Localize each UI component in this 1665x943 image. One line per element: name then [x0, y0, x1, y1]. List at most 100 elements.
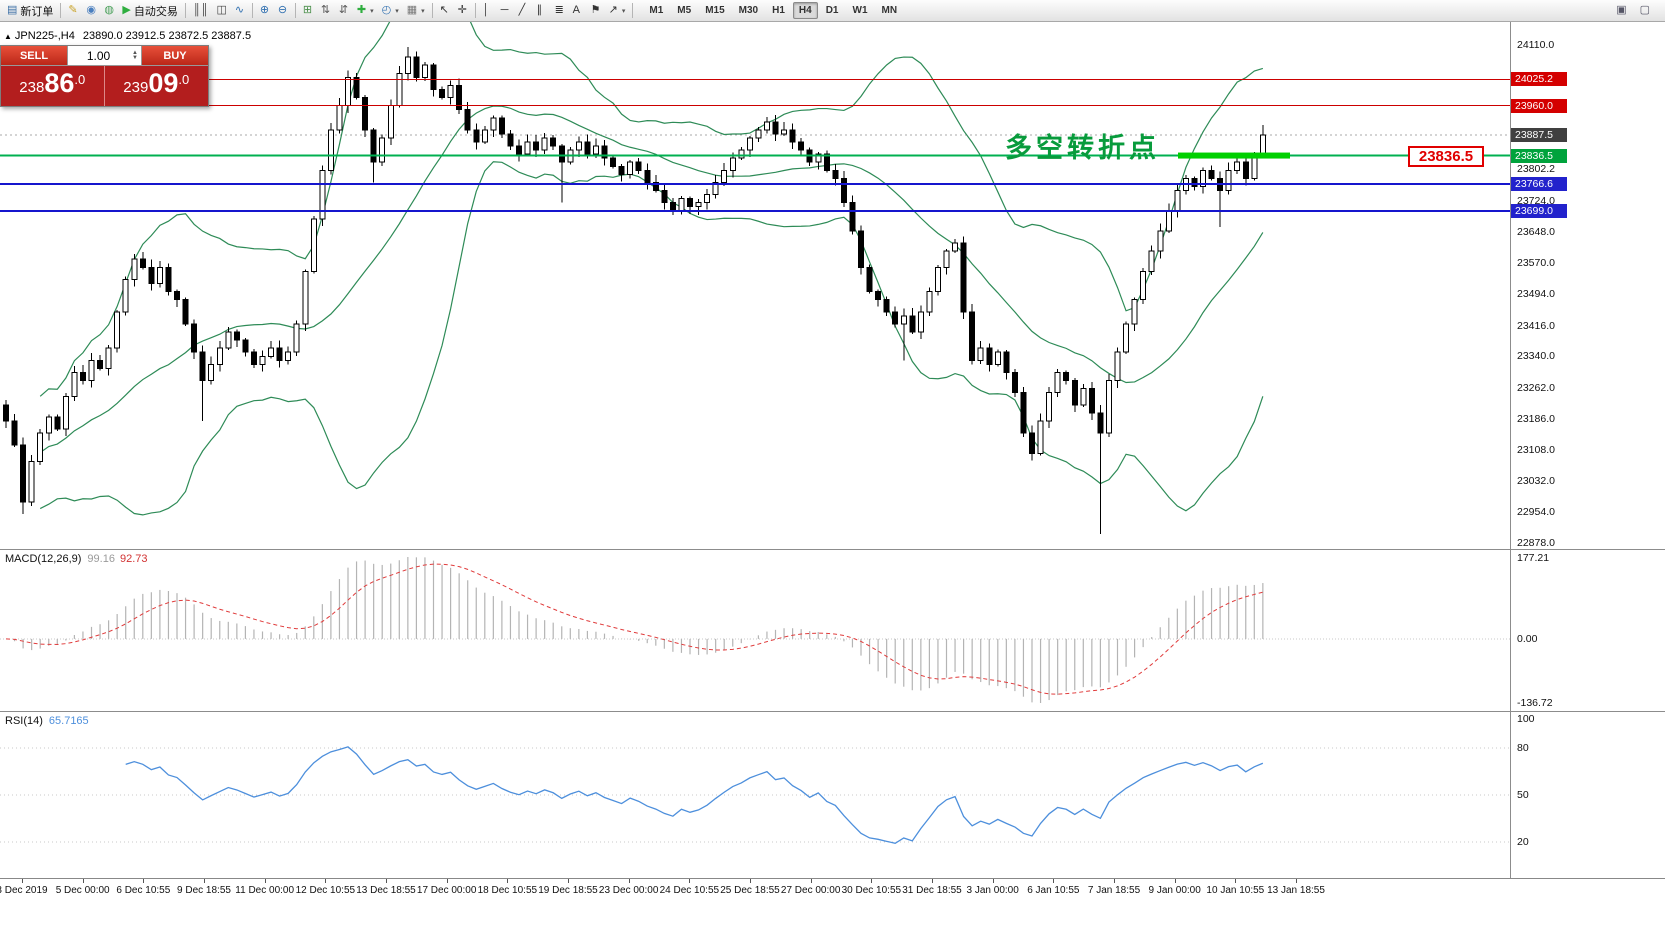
time-axis-label: 13 Jan 18:55: [1267, 885, 1325, 896]
toolbar-separator: [431, 3, 433, 18]
bar-chart-icon: ║║: [192, 4, 209, 16]
macd-axis: 177.21 0.00 -136.72: [1510, 551, 1665, 711]
line-chart-button[interactable]: ∿: [231, 2, 249, 20]
arrange-up-button[interactable]: ⇅: [317, 2, 335, 20]
time-axis-label: 19 Dec 18:55: [538, 885, 598, 896]
timeframe-m30-button[interactable]: M30: [738, 5, 759, 16]
price-axis-label: 23724.0: [1517, 195, 1555, 208]
rsi-panel: [0, 746, 1510, 844]
price-axis-label: 23416.0: [1517, 319, 1555, 332]
time-axis-label: 9 Dec 18:55: [177, 885, 231, 896]
toolbar-separator: [184, 3, 186, 18]
new-order-button-label: 新订单: [20, 5, 54, 18]
time-tick: [810, 879, 812, 883]
timeframe-h1-button[interactable]: H1: [772, 5, 785, 16]
symbol-ohlc-values: 23890.0 23912.5 23872.5 23887.5: [82, 30, 252, 42]
cursor-button[interactable]: ↖: [436, 2, 454, 20]
dropdown-arrow-icon: ▾: [370, 7, 374, 15]
lot-spinner[interactable]: ▲ ▼: [129, 49, 141, 61]
time-tick: [628, 879, 630, 883]
panel-divider[interactable]: [0, 549, 1665, 550]
docked-window-icon: ▣: [1616, 4, 1627, 16]
time-axis-label: 18 Dec 10:55: [477, 885, 538, 896]
text-button[interactable]: A: [569, 2, 587, 20]
timeframe-m15-button[interactable]: M15: [705, 5, 725, 16]
crosshair-button[interactable]: ✛: [454, 2, 472, 20]
sell-price[interactable]: 238 86.0: [1, 66, 105, 106]
channel-button[interactable]: ∥: [533, 2, 551, 20]
autotrade-button-label: 自动交易: [133, 5, 178, 18]
indicator-axis-label: 177.21: [1517, 552, 1550, 564]
bar-chart-button[interactable]: ║║: [189, 2, 213, 20]
zoom-out-button[interactable]: ⊖: [274, 2, 292, 20]
time-tick: [932, 879, 933, 883]
tile-windows-button[interactable]: ⊞: [299, 2, 317, 20]
time-tick: [568, 879, 569, 883]
trendline-button[interactable]: ╱: [515, 2, 533, 20]
spinner-down-icon[interactable]: ▼: [132, 54, 138, 61]
price-axis-label: 23032.0: [1517, 474, 1555, 487]
market-button[interactable]: ◍: [100, 2, 118, 20]
timeframe-mn-button[interactable]: MN: [881, 5, 898, 16]
new-order-icon: ▤: [7, 4, 18, 16]
lot-input[interactable]: [68, 48, 130, 63]
timeframe-m5-button[interactable]: M5: [677, 5, 692, 16]
sphere-icon: ◍: [104, 4, 115, 16]
community-button[interactable]: ◉: [82, 2, 100, 20]
horizontal-line-button[interactable]: ─: [497, 2, 515, 20]
annotation-text: 多空转折点: [1005, 133, 1160, 164]
arrange-down-button[interactable]: ⇵: [335, 2, 353, 20]
panel-divider[interactable]: [0, 711, 1665, 712]
timeframe-m1-button[interactable]: M1: [649, 5, 664, 16]
price-tag: 23766.6: [1511, 176, 1567, 191]
price-chart[interactable]: [0, 22, 1510, 549]
autotrade-button[interactable]: ▶ 自动交易: [118, 2, 181, 20]
time-tick: [871, 879, 873, 883]
time-axis-label: 17 Dec 00:00: [416, 885, 477, 896]
zoom-in-button[interactable]: ⊕: [256, 2, 274, 20]
time-tick: [22, 879, 23, 883]
periods-button[interactable]: ◴ ▾: [378, 2, 403, 20]
timeframe-h4-button[interactable]: H4: [792, 2, 818, 19]
expand-chart-button[interactable]: ▢: [1636, 2, 1654, 20]
sell-button[interactable]: SELL: [1, 46, 67, 65]
price-axis-label: 23494.0: [1517, 288, 1555, 300]
time-tick: [325, 879, 327, 883]
trendline-icon: ╱: [518, 4, 526, 16]
time-tick: [264, 879, 266, 883]
spinner-up-icon[interactable]: ▲: [132, 49, 138, 56]
timeframe-d1-button[interactable]: D1: [825, 5, 839, 16]
time-tick: [1235, 879, 1237, 883]
time-axis-label: 3 Dec 2019: [0, 885, 48, 896]
buy-button[interactable]: BUY: [142, 46, 208, 65]
arrow-object-icon: ↗: [608, 4, 618, 16]
candlestick-chart-button[interactable]: ◫: [212, 2, 230, 20]
metaeditor-button[interactable]: ✎: [64, 2, 82, 20]
macd-name: MACD(12,26,9): [5, 553, 82, 565]
rsi-axis: 100 80 50 20: [1510, 713, 1665, 878]
buy-price-small: 239: [123, 79, 149, 96]
lot-size-field: ▲▼: [67, 46, 142, 65]
time-tick: [1296, 879, 1297, 883]
indicator-axis-label: 20: [1517, 835, 1529, 848]
dropdown-arrow-icon: ▾: [621, 7, 626, 15]
time-axis-label: 27 Dec 00:00: [780, 885, 841, 896]
fibonacci-button[interactable]: ≣: [551, 2, 569, 20]
price-tag: 23836.5: [1511, 148, 1567, 163]
price-level-label[interactable]: 23836.5: [1408, 146, 1484, 167]
arrows-button[interactable]: ↗ ▾: [605, 2, 630, 20]
indicators-button[interactable]: ✚ ▾: [353, 2, 378, 20]
time-tick: [446, 879, 448, 883]
label-button[interactable]: ⚑: [587, 2, 605, 20]
vertical-line-button[interactable]: │: [479, 2, 497, 20]
dock-chart-button[interactable]: ▣: [1612, 2, 1630, 20]
chart-window[interactable]: 24110.0 23802.2 23724.0 23648.0 23570.0 23494…: [0, 22, 1665, 943]
price-tag: 23960.0: [1511, 98, 1567, 113]
buy-price[interactable]: 239 09.0: [104, 66, 208, 106]
new-order-button[interactable]: ▤ 新订单: [3, 2, 57, 20]
sell-price-small: 238: [19, 79, 45, 96]
templates-button[interactable]: ▦ ▾: [403, 2, 429, 20]
toolbar-separator: [474, 3, 476, 18]
timeframe-w1-button[interactable]: W1: [852, 5, 868, 16]
